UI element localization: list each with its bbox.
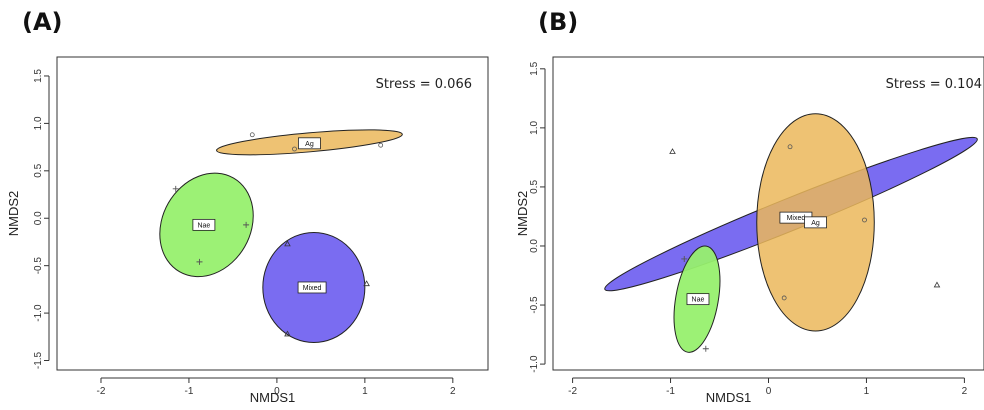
point-ag <box>787 144 793 150</box>
point-mixed <box>669 148 676 154</box>
y-axis-title: NMDS2 <box>515 191 530 237</box>
point-ag <box>249 132 255 138</box>
y-tick-label: 0.5 <box>33 163 44 177</box>
x-tick-label: 1 <box>362 386 368 397</box>
y-tick-label: 0.0 <box>33 211 44 225</box>
group-label-nae: Nae <box>692 297 705 304</box>
x-tick-label: -2 <box>568 386 577 397</box>
y-tick-label: 0.0 <box>529 239 540 253</box>
point-nae <box>243 221 250 228</box>
point-nae <box>172 185 179 192</box>
point-nae <box>681 255 688 262</box>
stress-annotation: Stress = 0.066 <box>376 77 472 92</box>
y-tick-label: 0.5 <box>529 180 540 194</box>
group-label-box-mixed <box>297 281 327 294</box>
x-tick-label: -1 <box>666 386 675 397</box>
x-tick-label: 2 <box>450 386 456 397</box>
point-mixed <box>363 280 370 287</box>
y-tick-label: -1.0 <box>33 304 44 322</box>
chart-panel-a: (A) Ag Nae Mixed -2 -1 0 1 2 -1.5 -1.0 -0.5 0.0 0.5 1.… <box>6 8 489 405</box>
y-tick-label: -0.5 <box>33 257 44 275</box>
point-ag <box>781 295 787 301</box>
plot-frame <box>552 56 984 371</box>
group-label-mixed: Mixed <box>787 215 806 222</box>
x-tick-label: -1 <box>184 386 193 397</box>
y-tick-label: -1.0 <box>529 355 540 373</box>
y-tick-label: 1.5 <box>33 69 44 83</box>
y-axis-title: NMDS2 <box>6 191 21 237</box>
point-mixed <box>284 240 291 247</box>
x-tick-label: 0 <box>274 386 280 397</box>
group-label-mixed: Mixed <box>303 285 322 292</box>
group-label-box-ag <box>804 216 827 229</box>
x-axis-title: NMDS1 <box>250 390 296 405</box>
chart-panel-b: (B) Mixed Ag Nae -2 -1 0 1 2 -1.0 -0.5 0.0 0.5 1.0 1.5… <box>515 8 984 405</box>
group-label-nae: Nae <box>197 222 210 229</box>
y-tick-label: 1.0 <box>529 120 540 134</box>
point-nae <box>196 258 203 265</box>
group-label-box-nae <box>192 218 216 231</box>
stress-annotation: Stress = 0.104 <box>886 77 982 92</box>
group-label-ag: Ag <box>305 141 314 148</box>
x-tick-label: 2 <box>962 386 968 397</box>
panel-label: (B) <box>538 8 578 36</box>
point-ag <box>378 142 384 148</box>
point-mixed <box>284 330 291 337</box>
point-nae <box>702 345 709 352</box>
y-tick-label: -0.5 <box>529 296 540 314</box>
point-ag <box>292 146 297 152</box>
plot-frame <box>56 56 489 371</box>
x-tick-label: 1 <box>864 386 870 397</box>
y-tick-label: -1.5 <box>33 351 44 369</box>
y-tick-label: 1.0 <box>33 116 44 130</box>
group-label-box-ag <box>298 137 321 150</box>
x-tick-label: 0 <box>766 386 772 397</box>
panel-label: (A) <box>22 8 63 36</box>
group-label-box-nae <box>686 293 710 306</box>
x-axis-title: NMDS1 <box>706 390 752 405</box>
y-tick-label: 1.5 <box>529 61 540 75</box>
point-mixed <box>933 281 941 288</box>
point-ag <box>862 217 867 223</box>
x-tick-label: -2 <box>97 386 106 397</box>
group-label-ag: Ag <box>811 220 820 227</box>
